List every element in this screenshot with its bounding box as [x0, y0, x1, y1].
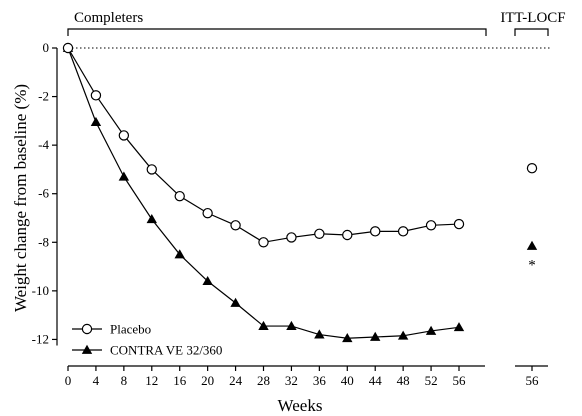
y-axis-title: Weight change from baseline (%)	[11, 84, 30, 312]
x-tick-label: 44	[369, 373, 383, 388]
x-tick-label: 4	[93, 373, 100, 388]
significance-marker: *	[528, 258, 536, 274]
contrave-point	[230, 297, 241, 307]
x-tick-label: 24	[229, 373, 243, 388]
placebo-point	[314, 228, 325, 239]
y-tick-label: -10	[32, 283, 49, 298]
y-tick-label: -2	[38, 89, 49, 104]
x-tick-label: 16	[173, 373, 187, 388]
y-tick-label: -4	[38, 137, 49, 152]
y-tick-label: 0	[43, 40, 50, 55]
completers-label: Completers	[74, 10, 143, 26]
contrave-point	[425, 325, 437, 335]
placebo-point	[370, 226, 381, 237]
contrave-point	[370, 331, 381, 341]
contrave-point	[397, 330, 409, 340]
y-tick-label: -12	[32, 331, 49, 346]
placebo-point	[174, 190, 185, 202]
x-tick-label: 40	[341, 373, 354, 388]
x-tick-label-itt: 56	[526, 373, 540, 388]
contrave-point	[314, 329, 325, 339]
legend-marker-contrave	[81, 344, 93, 354]
completers-bracket	[67, 28, 487, 36]
legend-marker-placebo	[81, 323, 93, 335]
x-tick-label: 28	[257, 373, 270, 388]
contrave-point	[202, 275, 213, 286]
contrave-point	[174, 249, 185, 259]
placebo-point	[118, 130, 130, 141]
x-tick-label: 0	[65, 373, 72, 388]
x-tick-label: 36	[313, 373, 327, 388]
placebo-point	[258, 237, 269, 248]
itt-contrave-point	[526, 240, 538, 250]
placebo-point	[342, 229, 353, 241]
series-layer	[62, 42, 465, 343]
legend: Placebo CONTRA VE 32/360	[72, 322, 222, 358]
itt-locf-points: *	[526, 163, 538, 274]
axes: 0-2-4-6-8-10-120 4 8 12 16 20 24 28 32 36 40 44 48 52…	[32, 40, 548, 388]
placebo-point	[146, 164, 157, 175]
contrave-point	[118, 171, 130, 181]
placebo-point	[90, 90, 102, 101]
itt-locf-label: ITT-LOCF	[500, 10, 565, 26]
contrave-point	[146, 214, 157, 224]
x-tick-label: 8	[121, 373, 128, 388]
x-tick-label: 52	[425, 373, 438, 388]
legend-label-contrave: CONTRA VE 32/360	[110, 343, 222, 358]
series-line-placebo	[67, 47, 460, 243]
series-line-contrave	[67, 47, 460, 339]
x-tick-label: 48	[397, 373, 410, 388]
x-axis-title: Weeks	[278, 396, 323, 415]
contrave-point	[286, 320, 297, 330]
itt-placebo-point	[526, 163, 538, 174]
placebo-point	[202, 207, 213, 219]
contrave-point	[342, 333, 353, 343]
placebo-point	[397, 226, 409, 237]
placebo-point	[425, 220, 437, 231]
x-tick-label: 20	[201, 373, 214, 388]
placebo-point	[286, 232, 297, 243]
placebo-point	[230, 220, 241, 231]
itt-locf-bracket	[514, 28, 549, 36]
y-tick-label: -6	[38, 186, 49, 201]
y-tick-label: -8	[38, 234, 49, 249]
x-tick-label: 56	[453, 373, 467, 388]
x-tick-label: 32	[285, 373, 298, 388]
contrave-point	[258, 320, 269, 330]
placebo-point	[453, 218, 465, 230]
placebo-point	[62, 42, 74, 54]
contrave-point	[90, 116, 102, 126]
contrave-point	[453, 322, 465, 332]
group-brackets: Completers ITT-LOCF	[67, 10, 566, 36]
x-tick-label: 12	[145, 373, 158, 388]
legend-label-placebo: Placebo	[110, 322, 151, 337]
